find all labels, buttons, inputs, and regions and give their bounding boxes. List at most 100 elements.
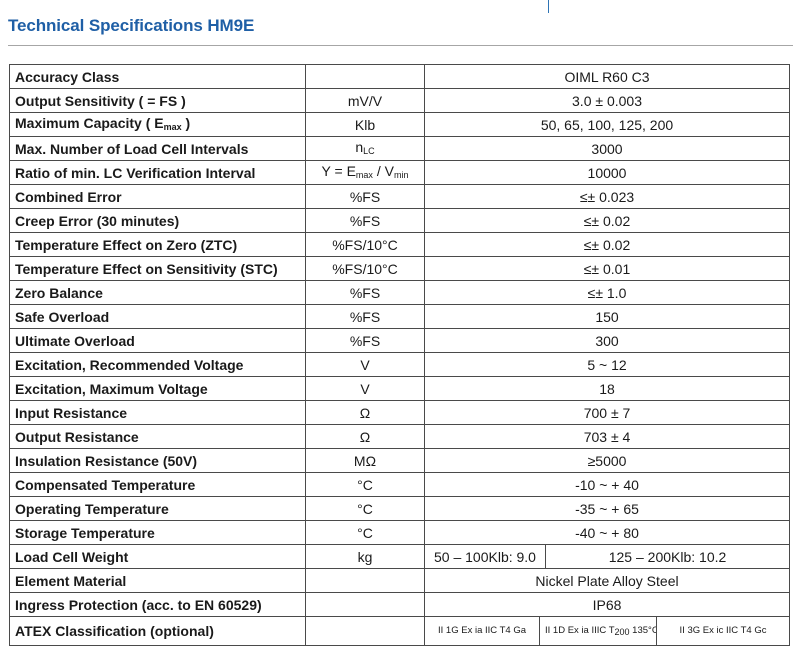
unit-cell: %FS xyxy=(305,280,425,305)
param-subscript: max xyxy=(163,121,182,132)
value-cell: ≤± 0.02 xyxy=(423,208,791,233)
atex-2-text: II 1D Ex ia IIIC T xyxy=(545,624,615,636)
unit-cell: %FS xyxy=(305,184,425,209)
value-cell: 300 xyxy=(423,328,791,353)
table-row: Creep Error (30 minutes) %FS ≤± 0.02 xyxy=(9,208,791,233)
unit-cell: V xyxy=(305,352,425,377)
unit-text: n xyxy=(355,138,364,155)
value-cell: ≥5000 xyxy=(423,448,791,473)
unit-subscript: max xyxy=(355,169,373,180)
table-row: Ultimate Overload %FS 300 xyxy=(9,328,791,353)
unit-subscript: LC xyxy=(363,145,375,156)
top-edge-mark xyxy=(548,0,549,13)
unit-cell xyxy=(305,616,425,646)
table-row: Excitation, Recommended Voltage V 5 ~ 12 xyxy=(9,352,791,377)
param-cell: Ultimate Overload xyxy=(9,328,306,353)
param-cell: Excitation, Recommended Voltage xyxy=(9,352,306,377)
unit-cell: Ω xyxy=(305,400,425,425)
value-cell: 703 ± 4 xyxy=(423,424,791,449)
value-cell: -35 ~ + 65 xyxy=(423,496,791,521)
unit-cell: %FS/10°C xyxy=(305,256,425,281)
atex-cell-1: II 1G Ex ia IIC T4 Ga xyxy=(424,616,540,646)
table-row: Output Sensitivity ( = FS ) mV/V 3.0 ± 0… xyxy=(9,88,791,113)
unit-text: Y = E xyxy=(321,162,356,179)
param-cell: Ratio of min. LC Verification Interval xyxy=(9,160,306,185)
value-cell: 150 xyxy=(423,304,791,329)
value-cell: -40 ~ + 80 xyxy=(423,520,791,545)
param-cell: Excitation, Maximum Voltage xyxy=(9,376,306,401)
table-row: Element Material Nickel Plate Alloy Stee… xyxy=(9,568,791,593)
unit-cell xyxy=(305,592,425,617)
param-cell: Output Resistance xyxy=(9,424,306,449)
table-row: Compensated Temperature °C -10 ~ + 40 xyxy=(9,472,791,497)
unit-subscript-2: min xyxy=(393,169,409,180)
value-cell-a: 50 – 100Klb: 9.0 xyxy=(424,544,546,569)
param-cell: Storage Temperature xyxy=(9,520,306,545)
value-cell: Nickel Plate Alloy Steel xyxy=(423,568,791,593)
value-cell: ≤± 0.02 xyxy=(423,232,791,257)
table-row: Combined Error %FS ≤± 0.023 xyxy=(9,184,791,209)
table-row: Output Resistance Ω 703 ± 4 xyxy=(9,424,791,449)
unit-mid: / V xyxy=(372,162,394,179)
table-row: Excitation, Maximum Voltage V 18 xyxy=(9,376,791,401)
table-row: Storage Temperature °C -40 ~ + 80 xyxy=(9,520,791,545)
atex-2-tail: 135°C Da xyxy=(632,624,657,636)
param-cell: Load Cell Weight xyxy=(9,544,306,569)
value-cell: -10 ~ + 40 xyxy=(423,472,791,497)
value-cell-b: 125 – 200Klb: 10.2 xyxy=(544,544,791,569)
param-cell: Input Resistance xyxy=(9,400,306,425)
unit-cell: °C xyxy=(305,520,425,545)
param-cell: Maximum Capacity ( Emax ) xyxy=(9,112,306,137)
atex-2-subscript: 200 xyxy=(614,626,630,637)
value-cell: 3000 xyxy=(423,136,791,161)
unit-cell: Klb xyxy=(305,112,425,137)
value-cell: 18 xyxy=(423,376,791,401)
value-cell: 5 ~ 12 xyxy=(423,352,791,377)
value-cell: 10000 xyxy=(423,160,791,185)
table-row: Max. Number of Load Cell Intervals nLC 3… xyxy=(9,136,791,161)
unit-cell: °C xyxy=(305,496,425,521)
param-text: Maximum Capacity ( E xyxy=(15,114,164,131)
unit-cell: °C xyxy=(305,472,425,497)
value-cell: 3.0 ± 0.003 xyxy=(423,88,791,113)
unit-cell: %FS xyxy=(305,208,425,233)
unit-cell xyxy=(305,568,425,593)
param-cell: Operating Temperature xyxy=(9,496,306,521)
value-cell: ≤± 0.023 xyxy=(423,184,791,209)
param-cell: Element Material xyxy=(9,568,306,593)
param-cell: Output Sensitivity ( = FS ) xyxy=(9,88,306,113)
spec-table: Accuracy Class OIML R60 C3 Output Sensit… xyxy=(9,64,791,646)
param-cell: Combined Error xyxy=(9,184,306,209)
param-cell: Max. Number of Load Cell Intervals xyxy=(9,136,306,161)
unit-cell: nLC xyxy=(305,136,425,161)
unit-cell: V xyxy=(305,376,425,401)
table-row: Accuracy Class OIML R60 C3 xyxy=(9,64,791,89)
unit-cell xyxy=(305,64,425,89)
unit-cell: Y = Emax / Vmin xyxy=(305,160,425,185)
value-cell: ≤± 1.0 xyxy=(423,280,791,305)
param-cell: Zero Balance xyxy=(9,280,306,305)
table-row: Temperature Effect on Sensitivity (STC) … xyxy=(9,256,791,281)
value-cell: ≤± 0.01 xyxy=(423,256,791,281)
table-row: Zero Balance %FS ≤± 1.0 xyxy=(9,280,791,305)
value-cell: 700 ± 7 xyxy=(423,400,791,425)
value-cell: OIML R60 C3 xyxy=(423,64,791,89)
table-row: Maximum Capacity ( Emax ) Klb 50, 65, 10… xyxy=(9,112,791,137)
table-row: Ratio of min. LC Verification Interval Y… xyxy=(9,160,791,185)
unit-cell: kg xyxy=(305,544,425,569)
param-tail: ) xyxy=(181,114,191,131)
unit-cell: %FS xyxy=(305,328,425,353)
value-cell: IP68 xyxy=(423,592,791,617)
page-title: Technical Specifications HM9E xyxy=(8,16,255,35)
param-cell: Creep Error (30 minutes) xyxy=(9,208,306,233)
table-row: Operating Temperature °C -35 ~ + 65 xyxy=(9,496,791,521)
param-cell: Compensated Temperature xyxy=(9,472,306,497)
atex-cell-3: II 3G Ex ic IIC T4 Gc xyxy=(655,616,791,646)
atex-cell-2: II 1D Ex ia IIIC T200 135°C Da xyxy=(539,616,657,646)
param-cell: Insulation Resistance (50V) xyxy=(9,448,306,473)
param-cell: Temperature Effect on Zero (ZTC) xyxy=(9,232,306,257)
table-row: Insulation Resistance (50V) MΩ ≥5000 xyxy=(9,448,791,473)
param-cell: Safe Overload xyxy=(9,304,306,329)
table-row: Load Cell Weight kg 50 – 100Klb: 9.0 125… xyxy=(9,544,791,569)
title-divider xyxy=(8,45,793,46)
